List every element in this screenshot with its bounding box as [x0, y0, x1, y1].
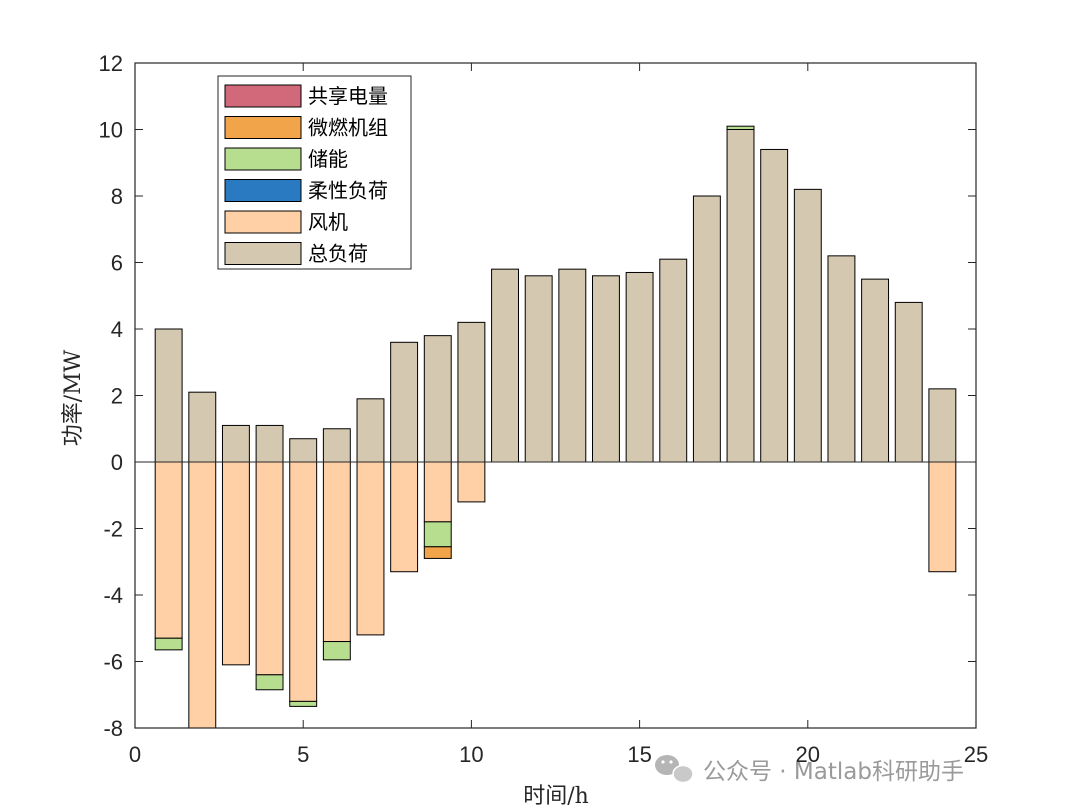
- bar-segment: [457, 321, 486, 463]
- bar-segment: [793, 188, 822, 463]
- bar-segment: [289, 461, 318, 702]
- bar-segment: [255, 461, 284, 676]
- bar-segment: [692, 195, 721, 463]
- y-tick-label: 10: [99, 118, 123, 143]
- legend-label: 风机: [308, 210, 348, 234]
- bar-segment: [154, 328, 183, 463]
- x-tick-label: 25: [964, 742, 988, 767]
- x-tick-label: 20: [796, 742, 820, 767]
- bar-segment: [289, 700, 318, 707]
- bar-segment: [726, 125, 755, 131]
- bar-segment: [625, 271, 654, 463]
- bar-segment: [322, 641, 351, 661]
- bar-segment: [423, 521, 452, 548]
- x-tick-label: 5: [297, 742, 309, 767]
- y-tick-label: 2: [111, 384, 123, 409]
- bar-segment: [894, 301, 923, 463]
- bar-segment: [390, 341, 419, 463]
- x-tick-label: 15: [627, 742, 651, 767]
- y-tick-label: 6: [111, 251, 123, 276]
- y-tick-label: 0: [111, 450, 123, 475]
- bar-segment: [188, 391, 217, 463]
- bar-segment: [154, 461, 183, 639]
- y-tick-label: -2: [103, 517, 123, 542]
- y-tick-label: -4: [103, 583, 123, 608]
- bar-segment: [221, 461, 250, 666]
- y-tick-label: -8: [103, 716, 123, 741]
- y-axis-title: 功率/MW: [61, 349, 86, 446]
- legend-swatch: [224, 147, 302, 171]
- bar-segment: [827, 255, 856, 463]
- y-tick-label: 12: [99, 51, 123, 76]
- watermark: 公众号 · Matlab科研助手: [655, 755, 964, 785]
- x-axis-title: 时间/h: [523, 784, 589, 809]
- bars-layer: [154, 125, 957, 729]
- bar-segment: [457, 461, 486, 503]
- bar-segment: [524, 275, 553, 463]
- legend-swatch: [224, 179, 302, 202]
- legend-label: 储能: [308, 147, 348, 171]
- bar-segment: [928, 388, 957, 463]
- bar-segment: [423, 546, 452, 559]
- legend-label: 总负荷: [308, 242, 368, 266]
- legend-swatch: [224, 116, 302, 139]
- bar-segment: [255, 424, 284, 463]
- legend-swatch: [224, 84, 302, 108]
- legend-label: 柔性负荷: [308, 179, 388, 203]
- bar-segment: [592, 275, 620, 463]
- y-tick-label: 8: [111, 184, 123, 209]
- bar-segment: [491, 268, 519, 463]
- legend-swatch: [224, 210, 302, 234]
- bar-segment: [289, 438, 318, 463]
- bar-segment: [760, 148, 789, 463]
- bar-segment: [221, 424, 250, 463]
- bar-segment: [356, 398, 385, 463]
- legend-swatch: [224, 242, 302, 265]
- x-tick-label: 10: [459, 742, 483, 767]
- bar-segment: [423, 461, 452, 523]
- legend-label: 共享电量: [308, 84, 388, 108]
- bar-segment: [390, 461, 419, 573]
- x-tick-label: 0: [129, 742, 141, 767]
- bar-segment: [322, 428, 351, 463]
- legend-label: 微燃机组: [308, 116, 388, 140]
- legend-box: [217, 75, 412, 270]
- bar-segment: [659, 258, 688, 463]
- bar-segment: [188, 461, 217, 729]
- bar-segment: [322, 461, 351, 643]
- bar-segment: [861, 278, 890, 463]
- y-tick-label: -6: [103, 650, 123, 675]
- bar-segment: [154, 637, 183, 651]
- bar-segment: [928, 461, 957, 573]
- bar-segment: [255, 674, 284, 691]
- axis-ticks: -8 -6 -4 -2 0 2 4 6 8 10 12 0 5 10 15 20 25: [99, 51, 989, 767]
- watermark-text: 公众号 · Matlab科研助手: [703, 759, 964, 785]
- bar-segment: [423, 335, 452, 463]
- wechat-icon: [655, 755, 694, 784]
- y-tick-label: 4: [111, 317, 123, 342]
- bar-segment: [558, 268, 587, 463]
- bar-segment: [726, 129, 755, 463]
- bar-segment: [356, 461, 385, 636]
